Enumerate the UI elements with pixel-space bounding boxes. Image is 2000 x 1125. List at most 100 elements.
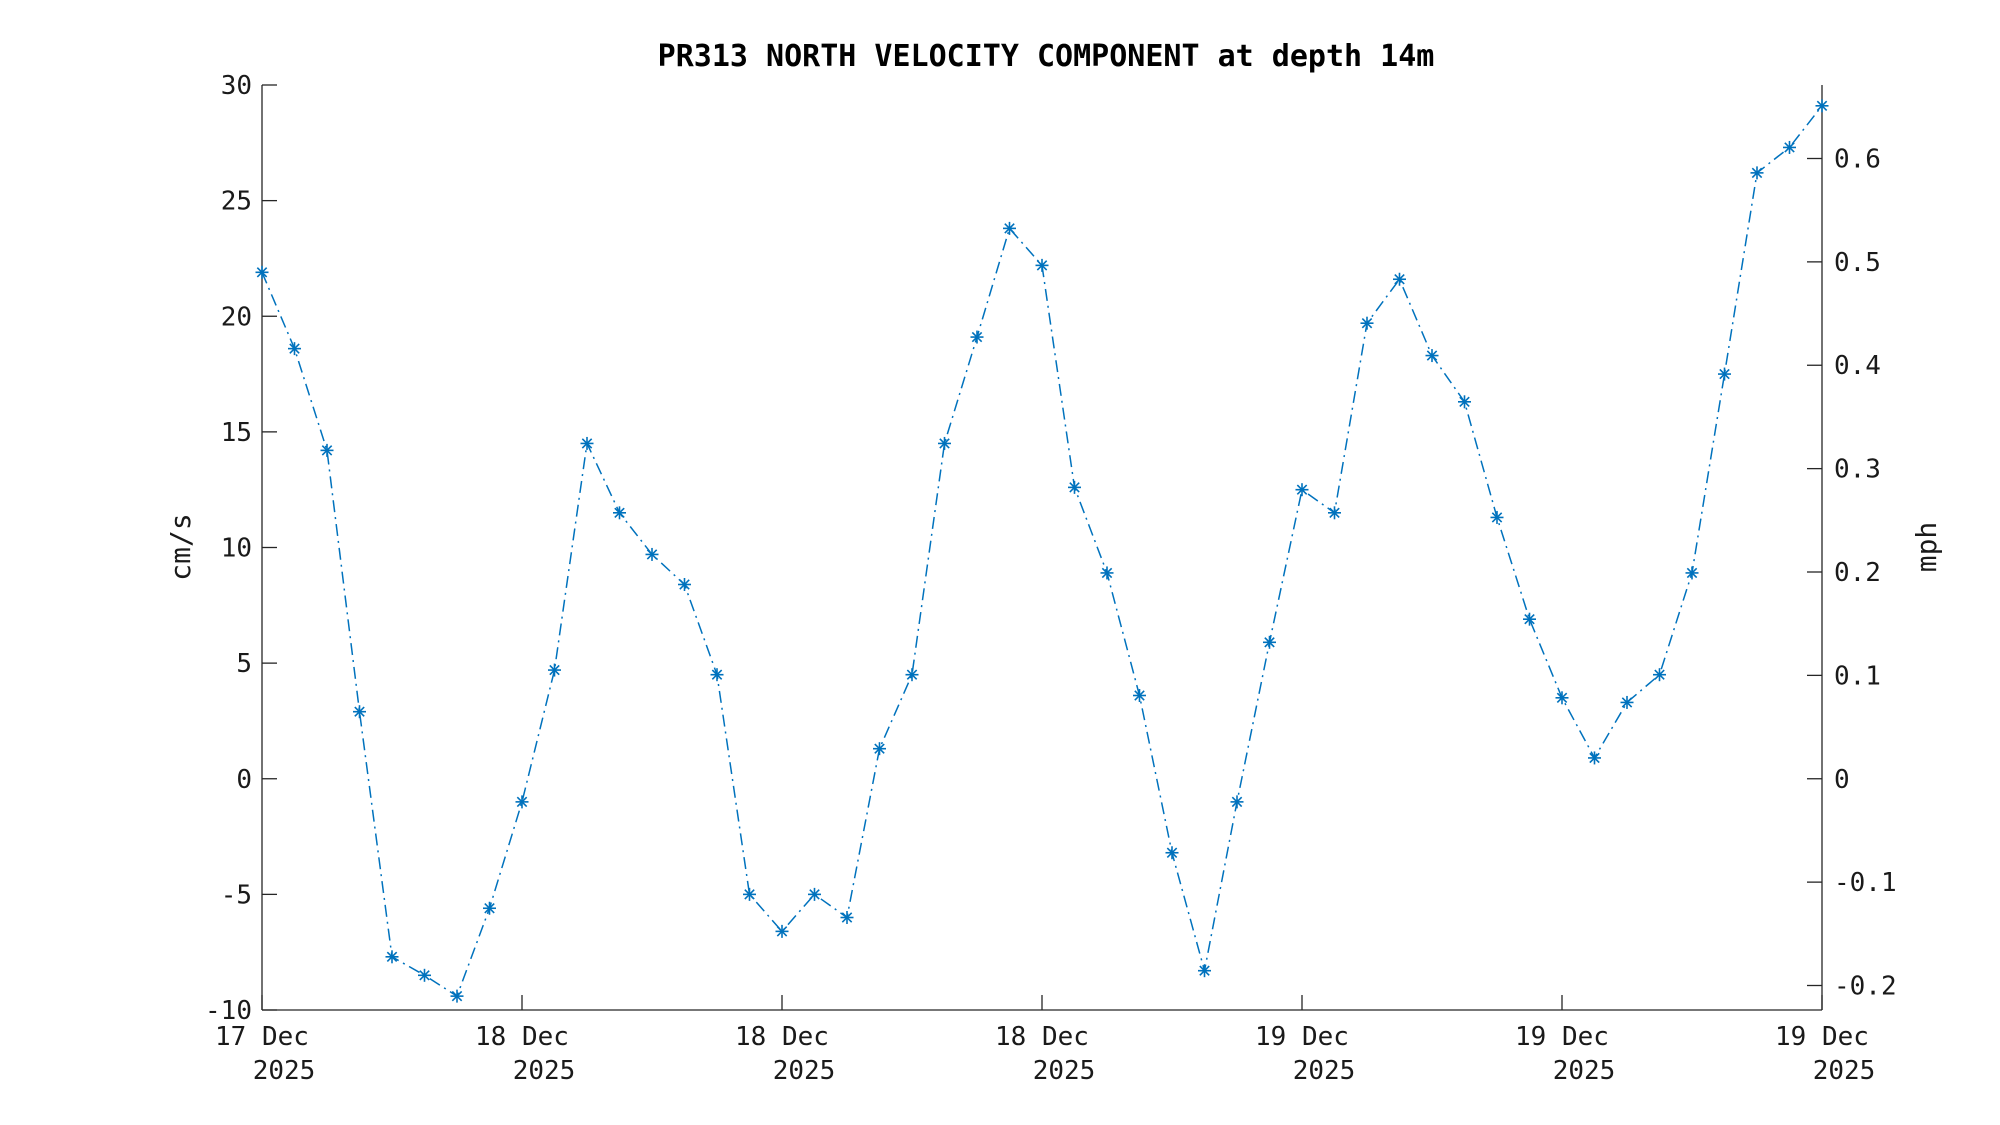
y2-tick-label: -0.1	[1834, 868, 1897, 898]
data-point-marker	[1458, 395, 1471, 409]
data-point-marker	[483, 901, 496, 915]
marker-stroke	[1491, 512, 1503, 523]
data-point-marker	[1035, 258, 1049, 272]
data-point-marker	[1133, 689, 1146, 702]
x-tick-label-year: 2025	[1293, 1056, 1356, 1086]
data-point-marker	[1523, 612, 1536, 626]
data-point-marker	[1198, 964, 1211, 978]
data-point-marker	[1230, 795, 1244, 809]
data-point-marker	[1360, 316, 1374, 330]
marker-stroke	[451, 990, 463, 1002]
data-point-marker	[678, 578, 691, 591]
marker-stroke	[1101, 567, 1113, 579]
marker-stroke	[256, 267, 268, 278]
data-point-marker	[873, 742, 886, 756]
y-tick-label: -10	[205, 996, 252, 1026]
marker-stroke	[1329, 507, 1340, 519]
marker-stroke	[1004, 223, 1015, 234]
y2-tick-label: 0.5	[1834, 248, 1881, 278]
marker-stroke	[939, 438, 950, 449]
left-y-ticks: 30 25 20 15 10 5 0 -5 -10	[205, 71, 277, 1026]
data-point-marker	[840, 911, 854, 924]
marker-stroke	[549, 664, 560, 676]
data-point-marker	[1620, 695, 1634, 709]
y2-tick-label: 0.1	[1834, 661, 1881, 691]
marker-stroke	[1069, 482, 1080, 493]
x-tick-label-date: 18 Dec	[735, 1022, 829, 1052]
y-tick-label: 25	[221, 187, 252, 217]
marker-stroke	[679, 579, 690, 590]
marker-stroke	[1459, 396, 1470, 408]
marker-stroke	[1361, 317, 1373, 329]
marker-stroke	[516, 796, 528, 808]
marker-stroke	[711, 669, 723, 680]
marker-stroke	[354, 706, 365, 717]
marker-stroke	[614, 507, 625, 519]
data-point-marker	[1263, 635, 1276, 649]
marker-stroke	[1134, 690, 1145, 701]
data-point-marker	[743, 887, 756, 901]
data-point-marker	[548, 663, 561, 677]
x-tick-label-date: 18 Dec	[995, 1022, 1089, 1052]
marker-stroke	[1231, 796, 1243, 808]
marker-stroke	[1199, 965, 1210, 976]
x-tick-label-year: 2025	[253, 1056, 316, 1086]
marker-stroke	[646, 549, 658, 560]
data-point-marker	[418, 968, 431, 982]
data-point-marker	[385, 950, 399, 964]
data-point-marker	[970, 330, 984, 344]
x-tick-label-date: 19 Dec	[1255, 1022, 1349, 1052]
marker-stroke	[1621, 697, 1633, 708]
y-tick-label: 10	[221, 534, 252, 564]
marker-stroke	[321, 445, 333, 456]
marker-stroke	[906, 669, 918, 680]
data-point-marker	[938, 436, 951, 450]
marker-stroke	[1166, 847, 1178, 858]
data-point-marker	[1490, 510, 1504, 524]
data-point-marker	[808, 887, 821, 901]
marker-stroke	[1524, 613, 1535, 625]
data-point-marker	[288, 342, 301, 356]
marker-stroke	[1719, 368, 1730, 380]
data-point-marker	[1750, 166, 1764, 180]
series-line	[261, 105, 1823, 998]
marker-stroke	[1654, 669, 1665, 680]
marker-stroke	[1784, 142, 1795, 153]
marker-stroke	[971, 331, 983, 343]
data-point-marker	[1165, 846, 1179, 860]
series-markers	[255, 99, 1829, 1003]
data-point-marker	[645, 547, 659, 561]
data-point-marker	[1425, 349, 1439, 363]
right-y-ticks: 0.6 0.5 0.4 0.3 0.2 0.1 0 -0.1 -0.2	[1807, 144, 1897, 1002]
data-point-marker	[1783, 140, 1796, 154]
left-y-axis-label: cm/s	[164, 513, 197, 580]
y2-tick-label: 0.3	[1834, 455, 1881, 485]
data-point-marker	[1328, 506, 1341, 520]
y2-tick-label: 0.6	[1834, 144, 1881, 174]
marker-stroke	[1036, 260, 1048, 271]
marker-stroke	[1589, 752, 1600, 764]
x-tick-label-date: 17 Dec	[215, 1022, 309, 1052]
x-tick-label-year: 2025	[1813, 1056, 1876, 1086]
marker-stroke	[1264, 637, 1275, 648]
y-tick-label: -5	[221, 880, 252, 910]
y2-tick-label: -0.2	[1834, 972, 1897, 1002]
marker-stroke	[841, 912, 853, 923]
data-point-marker	[613, 506, 626, 520]
data-point-marker	[255, 265, 269, 279]
marker-stroke	[484, 903, 495, 914]
y2-tick-label: 0	[1834, 765, 1850, 795]
marker-stroke	[581, 438, 593, 449]
data-point-marker	[1100, 566, 1114, 580]
data-point-marker	[1295, 483, 1309, 497]
y2-tick-label: 0.4	[1834, 351, 1881, 381]
data-point-marker	[353, 705, 366, 719]
marker-stroke	[1394, 274, 1405, 285]
marker-stroke	[809, 889, 820, 900]
data-point-marker	[775, 924, 789, 938]
data-point-marker	[1685, 566, 1699, 580]
y-tick-label: 15	[221, 418, 252, 448]
data-point-marker	[905, 668, 919, 682]
data-point-marker	[580, 436, 594, 450]
marker-stroke	[289, 343, 300, 354]
